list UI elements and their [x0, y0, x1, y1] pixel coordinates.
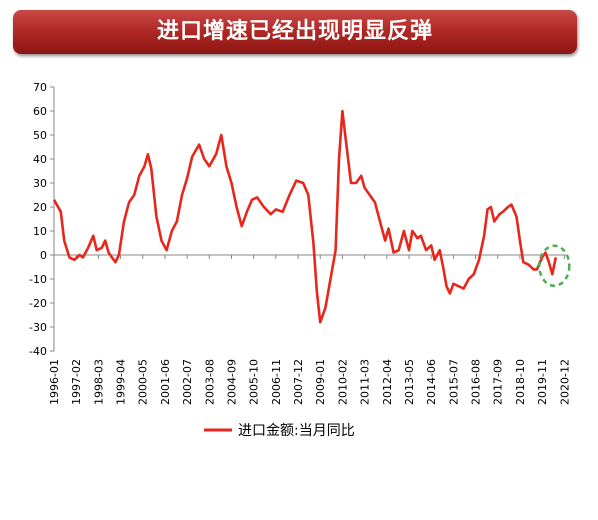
y-tick-label: 40	[33, 153, 47, 166]
x-tick-label: 2017-09	[492, 359, 505, 405]
line-chart: 70 60 50 40 30 20 10 0 -10 -20 -30 -40 1996-01 1997-…	[29, 81, 571, 439]
x-tick-label: 2004-09	[225, 359, 238, 405]
x-axis: 1996-01 1997-02 1998-03 1999-04 2000-05 2001-…	[48, 254, 571, 405]
x-tick-label: 2003-08	[203, 359, 216, 405]
x-tick-label: 1999-04	[115, 359, 128, 405]
x-tick-label: 2018-10	[514, 359, 527, 405]
x-tick-label: 2014-06	[425, 359, 438, 405]
legend: 进口金额:当月同比	[204, 423, 355, 439]
x-tick-label: 2000-05	[137, 359, 150, 405]
x-tick-label: 2015-07	[447, 359, 460, 405]
recent-rebound-highlight	[538, 244, 571, 288]
y-tick-label: 60	[33, 105, 47, 118]
chart-title: 进口增速已经出现明显反弹	[156, 19, 433, 44]
x-tick-label: 2002-07	[181, 359, 194, 405]
series-layer	[52, 109, 558, 324]
x-tick-label: 2013-05	[403, 359, 416, 405]
x-tick-label: 2011-03	[359, 359, 372, 405]
x-tick-label: 2016-08	[470, 359, 483, 405]
x-tick-label: 2010-02	[336, 359, 349, 405]
y-tick-label: -40	[29, 345, 47, 358]
y-tick-label: -10	[29, 273, 47, 286]
legend-label: 进口金额:当月同比	[238, 423, 355, 439]
series-line	[52, 109, 558, 324]
x-tick-label: 2020-12	[558, 359, 571, 405]
y-axis: 70 60 50 40 30 20 10 0 -10 -20 -30 -40	[29, 81, 55, 358]
y-tick-label: 70	[33, 81, 47, 94]
y-tick-label: -30	[29, 321, 47, 334]
x-tick-label: 2019-11	[536, 359, 549, 405]
y-tick-label: 0	[40, 249, 47, 262]
y-tick-label: 10	[33, 225, 47, 238]
x-tick-label: 2009-01	[314, 359, 327, 405]
chart-title-banner: 进口增速已经出现明显反弹	[13, 10, 577, 54]
y-tick-label: -20	[29, 297, 47, 310]
x-tick-label: 2006-11	[270, 359, 283, 405]
y-tick-label: 30	[33, 177, 47, 190]
x-tick-label: 2012-04	[381, 359, 394, 405]
x-tick-label: 2005-10	[248, 359, 261, 405]
x-tick-label: 1996-01	[48, 359, 61, 405]
x-tick-label: 2001-06	[159, 359, 172, 405]
x-tick-label: 1997-02	[70, 359, 83, 405]
y-tick-label: 50	[33, 129, 47, 142]
x-tick-label: 1998-03	[92, 359, 105, 405]
y-tick-label: 20	[33, 201, 47, 214]
x-tick-label: 2007-12	[292, 359, 305, 405]
